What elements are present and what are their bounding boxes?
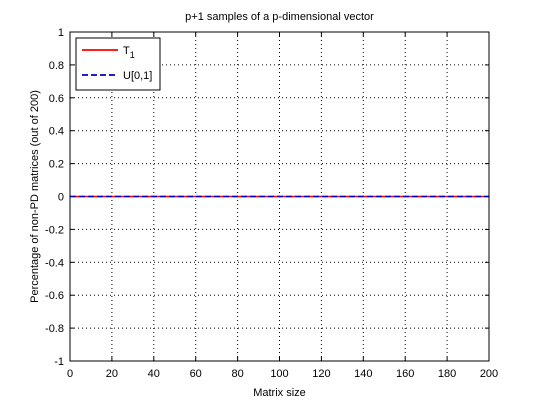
plot-frame — [69, 31, 490, 362]
axis-ticks: 0 20 40 60 80 100 120 140 160 180 200 -1 -0.8 -0.6 -0.… — [45, 27, 498, 380]
y-tick-label: 0.6 — [49, 93, 64, 105]
legend-label-subscript: 1 — [130, 50, 135, 60]
y-tick-label: -0.6 — [45, 290, 64, 302]
x-tick-label: 100 — [270, 368, 288, 380]
x-tick-label: 160 — [396, 368, 414, 380]
y-tick-label: 0.2 — [49, 159, 64, 171]
x-axis-label: Matrix size — [253, 387, 306, 399]
y-tick-label: -0.4 — [45, 257, 64, 269]
x-tick-label: 40 — [148, 368, 160, 380]
legend-label-0: T1 — [123, 45, 135, 60]
x-tick-label: 200 — [480, 368, 498, 380]
x-tick-label: 0 — [67, 368, 73, 380]
y-tick-label: 1 — [58, 27, 64, 39]
y-tick-label: 0 — [58, 192, 64, 204]
y-tick-label: 0.4 — [49, 126, 64, 138]
y-axis-label: Percentage of non-PD matrices (out of 20… — [29, 90, 41, 303]
chart-title: p+1 samples of a p-dimensional vector — [185, 11, 374, 23]
legend-box — [75, 37, 161, 91]
y-tick-label: 0.8 — [49, 60, 64, 72]
y-tick-label: -1 — [54, 356, 64, 368]
x-tick-label: 80 — [231, 368, 243, 380]
x-tick-label: 140 — [354, 368, 372, 380]
x-tick-label: 180 — [438, 368, 456, 380]
x-tick-label: 120 — [312, 368, 330, 380]
legend: T1 U[0,1] — [75, 37, 161, 91]
y-tick-label: -0.8 — [45, 323, 64, 335]
x-tick-label: 60 — [190, 368, 202, 380]
y-tick-label: -0.2 — [45, 224, 64, 236]
x-tick-label: 20 — [106, 368, 118, 380]
legend-label-1: U[0,1] — [123, 70, 152, 82]
